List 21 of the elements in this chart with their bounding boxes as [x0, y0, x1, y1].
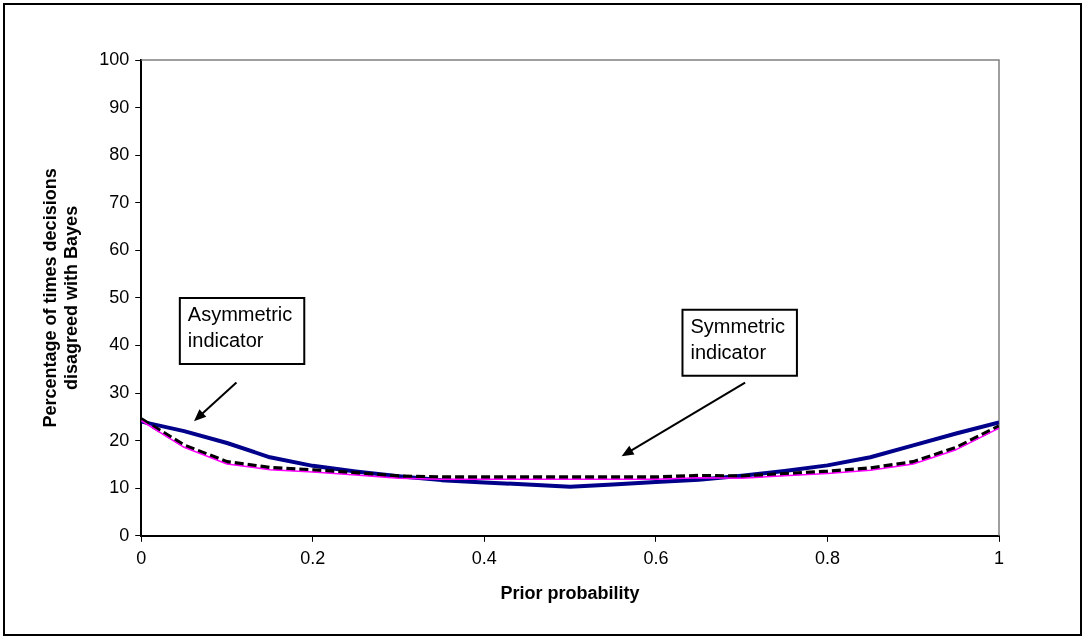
y-tick-label: 0	[119, 524, 130, 545]
x-tick-label: 0.4	[471, 547, 497, 568]
y-tick-label: 90	[109, 96, 130, 117]
y-tick-label: 80	[109, 144, 130, 165]
y-tick-label: 20	[109, 429, 130, 450]
annotation: Asymmetric indicator	[187, 303, 293, 352]
x-tick-label: 0.2	[300, 547, 326, 568]
y-tick-label: 30	[109, 382, 130, 403]
x-tick-label: 0.6	[643, 547, 669, 568]
y-tick-label: 50	[109, 286, 130, 307]
y-tick-label: 60	[109, 239, 130, 260]
x-tick-label: 0	[136, 547, 147, 568]
x-tick-label: 0.8	[814, 547, 840, 568]
y-tick-label: 70	[109, 191, 130, 212]
y-axis-title: Percentage of times decisions disagreed with Bayes	[39, 168, 82, 428]
annotation: Symmetric indicator	[690, 315, 785, 364]
y-tick-label: 10	[109, 477, 130, 498]
x-axis-title: Prior probability	[500, 583, 640, 604]
y-tick-label: 100	[99, 48, 130, 69]
x-tick-label: 1	[993, 547, 1005, 568]
y-tick-label: 40	[109, 334, 130, 355]
